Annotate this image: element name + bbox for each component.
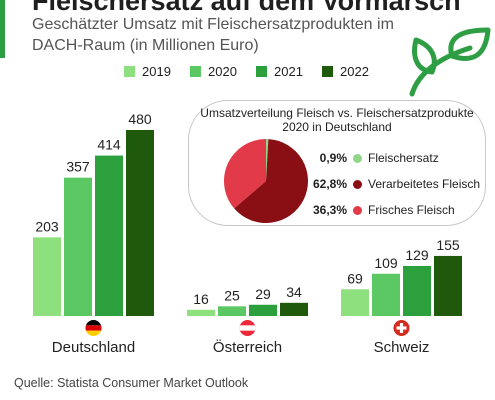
bar-österreich-2022: [280, 302, 308, 316]
pie-title: Umsatzverteilung Fleisch vs. Fleischersa…: [200, 106, 474, 134]
data-label-schweiz-2019: 69: [347, 270, 363, 286]
legend-label-2021: 2021: [274, 64, 303, 79]
bar-schweiz-2021: [403, 266, 431, 316]
switzerland-flag-icon: [393, 320, 410, 336]
bar-groups: 203 357 414 480 Deutschland 16 25 29 34 Österreic…: [33, 111, 462, 356]
legend-label-2019: 2019: [142, 64, 171, 79]
legend-swatch-2020: [190, 66, 201, 77]
pie-legend-swatch: [353, 205, 362, 215]
data-label-deutschland-2021: 414: [97, 137, 121, 153]
data-label-deutschland-2019: 203: [35, 218, 59, 234]
chart-title: Fleischersatz auf dem Vormarsch: [32, 0, 461, 16]
category-label-deutschland: Deutschland: [52, 339, 135, 356]
pie-legend-label: Fleischersatz: [368, 151, 439, 165]
bar-deutschland-2019: [33, 237, 61, 316]
legend-label-2022: 2022: [340, 64, 369, 79]
austria-flag-icon: [239, 320, 256, 336]
pie-legend-value: 36,3%: [312, 203, 347, 217]
bar-schweiz-2019: [341, 289, 369, 316]
pie-legend-row: 62,8% Verarbeitetes Fleisch: [303, 171, 480, 197]
bar-österreich-2020: [218, 306, 246, 316]
data-label-schweiz-2022: 155: [436, 237, 460, 253]
pie-legend-swatch: [353, 153, 362, 163]
pie-slice-1: [234, 139, 308, 223]
bar-deutschland-2022: [126, 130, 154, 316]
bar-deutschland-2020: [64, 177, 92, 316]
bar-österreich-2019: [187, 309, 215, 316]
legend-swatch-2022: [322, 66, 333, 77]
category-label-österreich: Österreich: [213, 338, 282, 356]
data-label-österreich-2022: 34: [286, 284, 302, 300]
pie-legend-value: 62,8%: [312, 177, 347, 191]
category-label-schweiz: Schweiz: [374, 339, 430, 356]
pie-legend: 0,9% Fleischersatz 62,8% Verarbeitetes Flei…: [303, 145, 480, 223]
leaf-icon: [409, 27, 491, 97]
pie-slice-0: [266, 139, 269, 181]
bar-schweiz-2020: [372, 273, 400, 316]
pie-chart: [224, 139, 308, 223]
title-accent-bar: [0, 0, 5, 58]
pie-legend-swatch: [353, 179, 362, 189]
legend-swatch-2021: [256, 66, 267, 77]
pie-legend-value: 0,9%: [319, 151, 347, 165]
data-label-österreich-2020: 25: [224, 287, 240, 303]
pie-chart-card: Umsatzverteilung Fleisch vs. Fleischersa…: [188, 100, 486, 226]
germany-flag-icon: [85, 320, 102, 336]
bar-österreich-2021: [249, 304, 277, 316]
legend-label-2020: 2020: [208, 64, 237, 79]
pie-legend-row: 0,9% Fleischersatz: [303, 145, 480, 171]
data-label-schweiz-2020: 109: [374, 255, 398, 271]
data-label-deutschland-2022: 480: [128, 111, 152, 127]
chart-legend: 2019 2020 2021 2022: [124, 64, 369, 79]
legend-swatch-2019: [124, 66, 135, 77]
chart-subtitle: Geschätzter Umsatz mit Fleischersatzprod…: [32, 16, 394, 54]
data-label-österreich-2021: 29: [255, 286, 271, 302]
pie-legend-label: Frisches Fleisch: [368, 203, 455, 217]
bar-schweiz-2022: [434, 255, 462, 316]
data-label-österreich-2019: 16: [193, 291, 209, 307]
source-note: Quelle: Statista Consumer Market Outlook: [14, 376, 249, 390]
pie-legend-row: 36,3% Frisches Fleisch: [303, 197, 480, 223]
data-label-deutschland-2020: 357: [66, 159, 90, 175]
pie-legend-label: Verarbeitetes Fleisch: [368, 177, 481, 191]
data-label-schweiz-2021: 129: [405, 247, 429, 263]
bar-deutschland-2021: [95, 155, 123, 316]
pie-slice-2: [224, 139, 266, 209]
